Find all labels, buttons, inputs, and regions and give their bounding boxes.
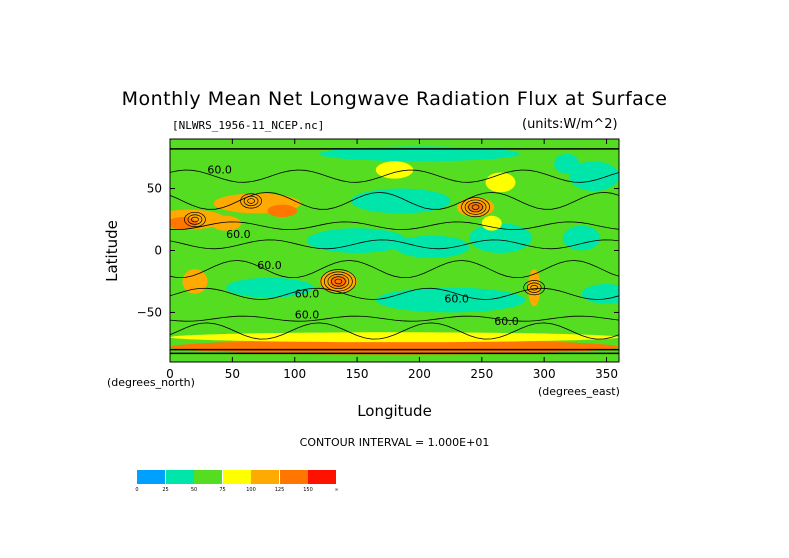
y-tick-label: −50: [137, 305, 162, 319]
legend-swatch: [165, 470, 194, 484]
contour-label: 60.0: [257, 259, 282, 272]
contour-line: [170, 287, 619, 300]
chart-title: Monthly Mean Net Longwave Radiation Flux…: [121, 88, 668, 110]
contour-line: [170, 191, 619, 210]
contour-label: 60.0: [295, 309, 320, 322]
legend-swatch: [137, 470, 165, 484]
x-axis-unit: (degrees_east): [538, 385, 620, 398]
contour-ring: [320, 269, 357, 294]
x-axis-label: Longitude: [357, 402, 432, 420]
heatmap-field: 60.0 60.0 60.0 60.0 60.0 60.0 60.0: [170, 139, 619, 362]
chart-subtitle-file: [NLWRS_1956-11_NCEP.nc]: [172, 119, 325, 132]
x-tick-label: 150: [346, 367, 369, 381]
contour-line: [170, 169, 619, 183]
contour-ring: [471, 204, 480, 210]
contour-ring: [523, 280, 546, 296]
legend-label: 50: [190, 487, 198, 493]
contour-ring: [187, 214, 203, 225]
contour-label: 60.0: [295, 288, 320, 301]
y-tick-label: 50: [147, 182, 162, 196]
contour-label: 60.0: [207, 164, 232, 177]
y-axis-label: Latitude: [103, 220, 121, 282]
field-australia-core: [329, 275, 348, 288]
contour-interval-text: CONTOUR INTERVAL = 1.000E+01: [299, 436, 490, 449]
contour-ring: [247, 198, 255, 204]
field-sw-usa-core: [466, 202, 485, 213]
contour-ring: [184, 211, 206, 228]
legend-swatch: [279, 470, 308, 484]
contour-line: [170, 260, 619, 279]
field-north-atlantic-cool: [569, 161, 619, 192]
contour-ring: [334, 278, 343, 285]
y-axis-unit: (degrees_north): [107, 376, 195, 389]
field-north-pacific-cool: [350, 188, 451, 214]
field-west-pacific-pool: [307, 228, 407, 253]
chart-subtitle-units: (units:W/m^2): [522, 117, 618, 132]
legend-label: 75: [219, 487, 226, 493]
field-patagonia-warm: [527, 269, 541, 307]
x-tick-label: 200: [408, 367, 431, 381]
contour-ring: [526, 282, 542, 293]
contour-line: [170, 221, 619, 231]
contour-line: [170, 239, 619, 250]
contour-line: [170, 315, 619, 322]
contour-ring: [243, 195, 259, 207]
legend-label: 125: [274, 487, 285, 493]
x-tick-label: 100: [283, 367, 306, 381]
legend-label: 150: [303, 487, 313, 493]
contour-ring: [240, 193, 262, 209]
contour-ring: [530, 284, 539, 291]
contour-label: 60.0: [444, 293, 469, 306]
field-antarctic-coast: [170, 339, 619, 355]
x-tick-label: 250: [470, 367, 493, 381]
legend-swatch: [194, 470, 222, 484]
field-atlantic-cool: [562, 225, 601, 251]
contour-line: [170, 322, 619, 340]
x-tick-label: 50: [225, 367, 240, 381]
field-south-africa-warm: [182, 269, 208, 294]
contour-label: 60.0: [226, 228, 251, 241]
field-south-pacific-cool: [375, 287, 526, 313]
field-antarctic-yellow: [170, 332, 619, 343]
legend-label: 100: [246, 487, 256, 493]
field-canada-warm: [485, 172, 516, 193]
contour-ring: [324, 271, 353, 292]
field-south-atlantic-cool: [581, 283, 619, 304]
legend-swatch: [251, 470, 279, 484]
legend-swatch: [308, 470, 336, 484]
field-tibet-warm: [267, 204, 298, 218]
field-central-pacific-cool: [394, 235, 470, 258]
x-tick-label: 350: [595, 367, 618, 381]
contour-ring: [327, 273, 350, 290]
contour-ring: [464, 199, 487, 215]
legend-label: ∞: [334, 487, 339, 493]
y-tick-label: 0: [154, 244, 162, 258]
x-tick-label: 300: [533, 367, 556, 381]
field-east-pacific-cool: [469, 223, 532, 253]
field-sahara-core: [170, 217, 198, 230]
contour-ring: [461, 197, 490, 218]
legend-swatch: [222, 470, 251, 484]
field-mexico-warm: [481, 215, 502, 231]
field-arctic-cool: [319, 146, 520, 162]
contour-label: 60.0: [494, 315, 519, 328]
contour-ring: [468, 201, 483, 213]
field-siberia-warm: [375, 161, 414, 179]
field-arabia-warm: [211, 215, 242, 231]
legend-label: 25: [162, 487, 169, 493]
contour-ring: [331, 276, 346, 287]
contour-ring: [191, 216, 199, 223]
x-tick-label: 0: [166, 367, 174, 381]
legend-label: 0: [135, 487, 139, 493]
field-greenland-cool: [554, 153, 580, 174]
